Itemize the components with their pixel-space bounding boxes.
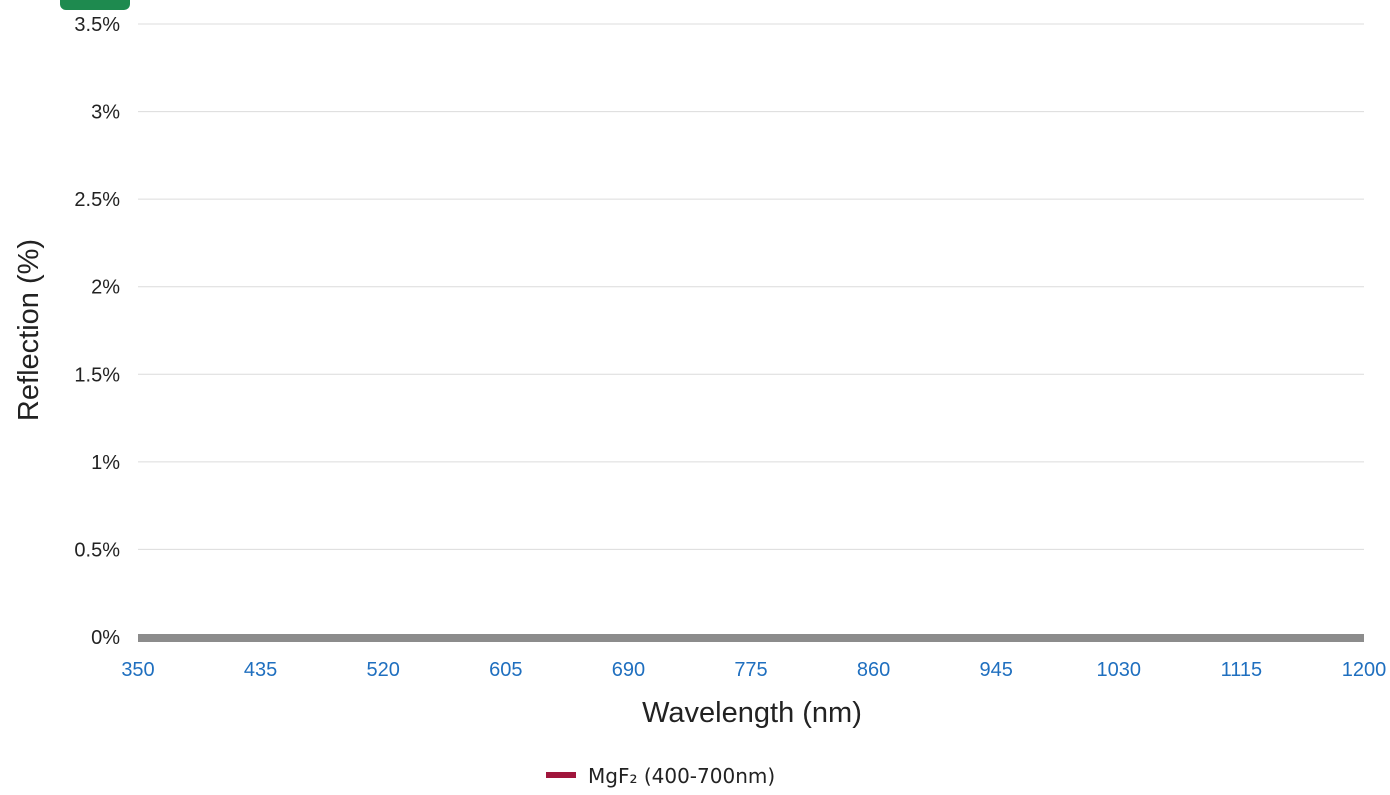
x-tick-label: 775: [734, 659, 767, 681]
x-axis-ticks: 350 435 520 605 690 775 860 945 1030 1115 1200: [121, 659, 1386, 681]
x-tick-label: 860: [857, 659, 890, 681]
legend[interactable]: MgF₂ (400-700nm): [546, 764, 775, 788]
y-tick-label: 1%: [91, 452, 120, 474]
legend-swatch: [546, 772, 576, 778]
legend-label[interactable]: MgF₂ (400-700nm): [588, 764, 775, 788]
baseline-layer: [138, 634, 1364, 642]
x-tick-label: 1115: [1221, 659, 1263, 681]
zero-baseline: [138, 634, 1364, 642]
grid-layer: [138, 23, 1364, 550]
y-tick-label: 3%: [91, 102, 120, 124]
y-tick-label: 0.5%: [74, 539, 120, 561]
x-tick-label: 1200: [1342, 659, 1387, 681]
x-tick-label: 945: [980, 659, 1013, 681]
y-axis-title: Reflection (%): [13, 239, 45, 421]
top-badge: [60, 0, 130, 10]
x-tick-label: 520: [367, 659, 400, 681]
x-tick-label: 350: [121, 659, 154, 681]
x-tick-label: 690: [612, 659, 645, 681]
y-tick-label: 2.5%: [74, 189, 120, 211]
y-tick-label: 2%: [91, 277, 120, 299]
y-axis-ticks: 0% 0.5% 1% 1.5% 2% 2.5% 3% 3.5%: [74, 14, 120, 649]
x-tick-label: 435: [244, 659, 277, 681]
x-tick-label: 1030: [1097, 659, 1142, 681]
x-tick-label: 605: [489, 659, 522, 681]
y-tick-label: 1.5%: [74, 364, 120, 386]
x-axis-title: Wavelength (nm): [642, 697, 862, 729]
y-tick-label: 0%: [91, 627, 120, 649]
y-tick-label: 3.5%: [74, 14, 120, 36]
